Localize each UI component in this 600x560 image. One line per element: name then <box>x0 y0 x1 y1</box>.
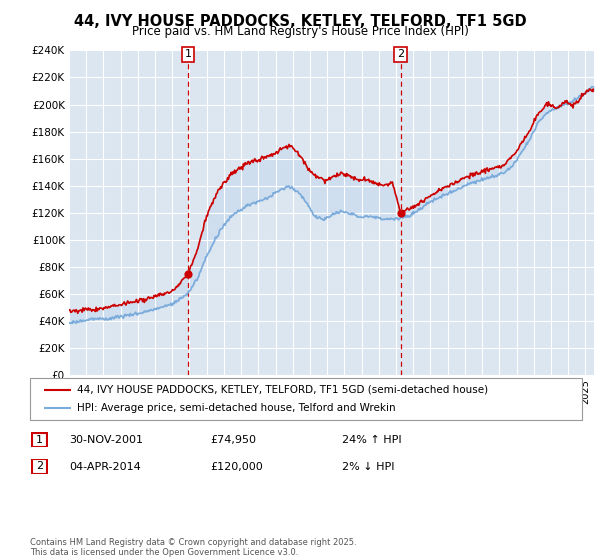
Text: 2: 2 <box>397 49 404 59</box>
Point <box>396 208 406 217</box>
Text: 2: 2 <box>36 461 43 472</box>
Text: 30-NOV-2001: 30-NOV-2001 <box>69 435 143 445</box>
Text: 24% ↑ HPI: 24% ↑ HPI <box>342 435 401 445</box>
Text: 44, IVY HOUSE PADDOCKS, KETLEY, TELFORD, TF1 5GD: 44, IVY HOUSE PADDOCKS, KETLEY, TELFORD,… <box>74 14 526 29</box>
Text: 44, IVY HOUSE PADDOCKS, KETLEY, TELFORD, TF1 5GD (semi-detached house): 44, IVY HOUSE PADDOCKS, KETLEY, TELFORD,… <box>77 385 488 395</box>
Point <box>184 269 193 278</box>
Text: £120,000: £120,000 <box>210 462 263 472</box>
Text: 1: 1 <box>36 435 43 445</box>
Text: 2% ↓ HPI: 2% ↓ HPI <box>342 462 395 472</box>
Text: HPI: Average price, semi-detached house, Telford and Wrekin: HPI: Average price, semi-detached house,… <box>77 403 395 413</box>
Text: Contains HM Land Registry data © Crown copyright and database right 2025.
This d: Contains HM Land Registry data © Crown c… <box>30 538 356 557</box>
Text: 04-APR-2014: 04-APR-2014 <box>69 462 141 472</box>
Text: Price paid vs. HM Land Registry's House Price Index (HPI): Price paid vs. HM Land Registry's House … <box>131 25 469 38</box>
Text: 1: 1 <box>185 49 191 59</box>
Text: £74,950: £74,950 <box>210 435 256 445</box>
